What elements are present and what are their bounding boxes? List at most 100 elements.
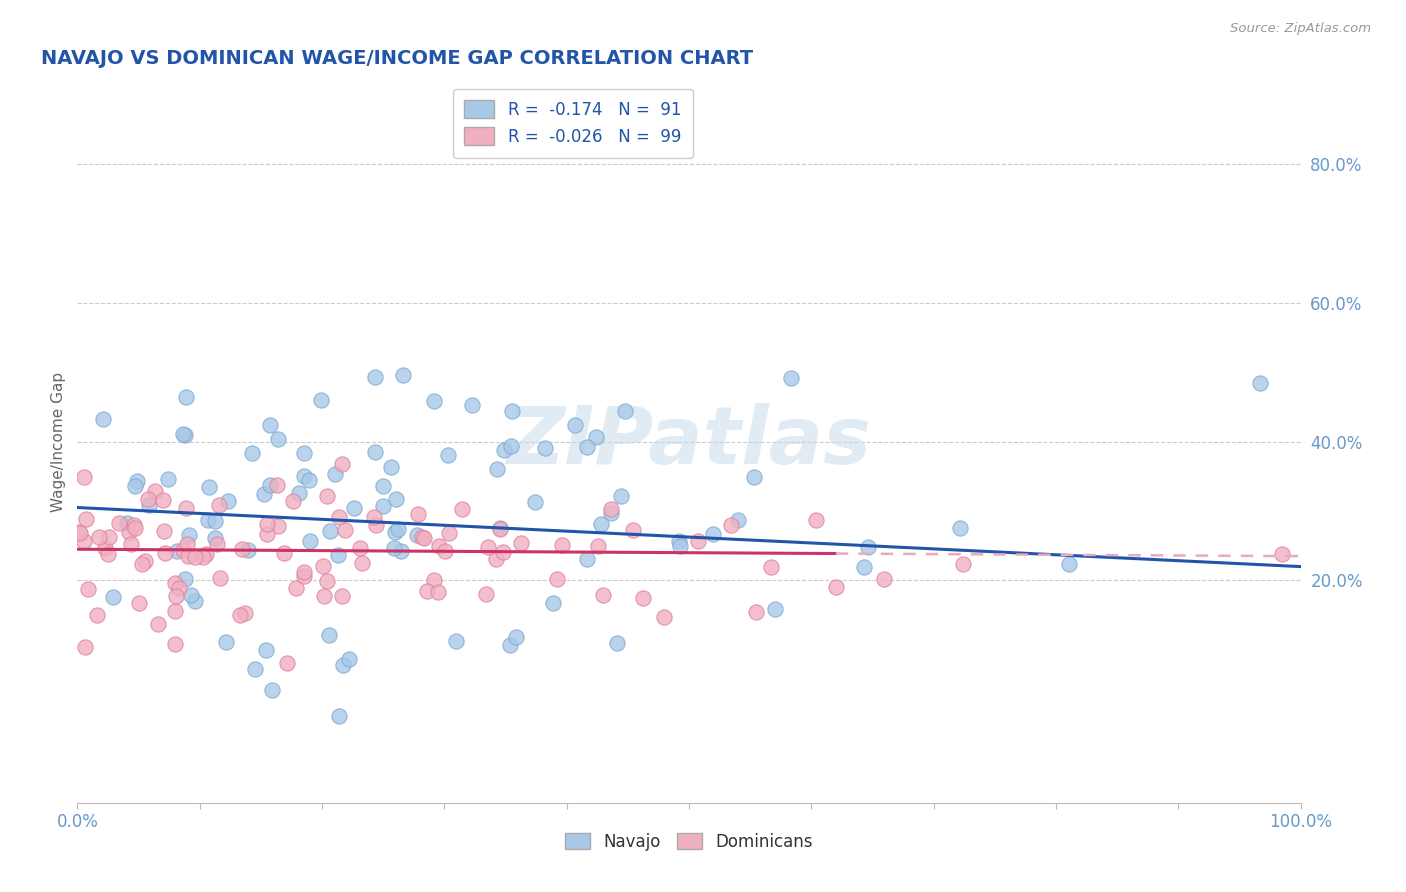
Point (576, 441, 599, 455)
Point (146, 617, 169, 632)
Point (172, 427, 194, 442)
Point (585, 430, 607, 444)
Point (437, 526, 460, 541)
Point (551, 538, 574, 552)
Point (172, 543, 194, 558)
Point (352, 556, 374, 570)
Point (363, 509, 385, 524)
Point (621, 524, 644, 538)
Point (73, 533, 96, 548)
Point (486, 461, 509, 475)
Point (184, 594, 207, 608)
Point (761, 560, 783, 574)
Point (152, 524, 174, 538)
Point (333, 524, 356, 538)
Point (152, 493, 174, 508)
Point (75, 512, 97, 526)
Point (349, 541, 371, 555)
Point (444, 634, 467, 648)
Point (411, 530, 433, 544)
Point (97, 548, 120, 562)
Point (586, 539, 609, 553)
Point (315, 574, 337, 589)
Point (254, 642, 277, 657)
Point (610, 489, 633, 503)
Point (501, 403, 523, 417)
Point (1249, 376, 1271, 390)
Point (382, 541, 405, 555)
Point (86, 608, 108, 623)
Point (245, 662, 267, 676)
Point (153, 546, 176, 560)
Point (720, 518, 742, 533)
Point (177, 528, 200, 542)
Point (125, 475, 148, 489)
Point (780, 371, 803, 385)
Point (167, 581, 190, 595)
Point (240, 446, 263, 460)
Point (309, 393, 332, 408)
Point (330, 589, 353, 603)
Point (91, 412, 114, 426)
Point (174, 428, 197, 442)
Point (292, 468, 315, 483)
Point (505, 630, 527, 644)
Point (600, 502, 623, 516)
Point (541, 595, 564, 609)
Point (298, 534, 321, 549)
Point (380, 459, 402, 474)
Point (804, 513, 827, 527)
Point (267, 518, 290, 533)
Point (231, 541, 253, 556)
Point (209, 570, 232, 584)
Point (98, 530, 121, 544)
Point (564, 417, 586, 432)
Point (592, 589, 614, 603)
Point (131, 558, 153, 572)
Point (825, 580, 848, 594)
Point (115, 516, 138, 530)
Point (217, 494, 239, 508)
Point (259, 417, 281, 432)
Point (1271, 548, 1294, 562)
Point (437, 448, 460, 462)
Point (433, 543, 456, 558)
Point (873, 572, 896, 586)
Text: ZIPatlas: ZIPatlas (506, 402, 872, 481)
Point (451, 501, 474, 516)
Point (427, 584, 450, 599)
Point (475, 587, 498, 601)
Point (461, 399, 484, 413)
Point (285, 581, 308, 595)
Point (138, 499, 160, 513)
Point (524, 495, 547, 509)
Point (668, 540, 690, 554)
Point (108, 516, 131, 531)
Point (233, 606, 256, 620)
Point (207, 537, 229, 551)
Point (702, 527, 724, 541)
Point (613, 404, 636, 418)
Point (156, 472, 179, 486)
Point (256, 527, 278, 541)
Point (488, 522, 510, 536)
Point (546, 572, 568, 586)
Point (101, 591, 124, 605)
Point (253, 487, 276, 501)
Point (323, 467, 346, 482)
Point (292, 565, 315, 579)
Point (315, 489, 337, 503)
Point (163, 603, 186, 617)
Point (364, 369, 387, 384)
Point (763, 601, 786, 615)
Point (259, 477, 281, 491)
Point (575, 552, 598, 566)
Point (143, 484, 166, 499)
Text: NAVAJO VS DOMINICAN WAGE/INCOME GAP CORRELATION CHART: NAVAJO VS DOMINICAN WAGE/INCOME GAP CORR… (41, 48, 752, 68)
Point (373, 500, 395, 514)
Point (124, 521, 146, 535)
Point (1057, 558, 1080, 572)
Point (197, 513, 219, 527)
Point (165, 589, 187, 603)
Point (174, 390, 197, 404)
